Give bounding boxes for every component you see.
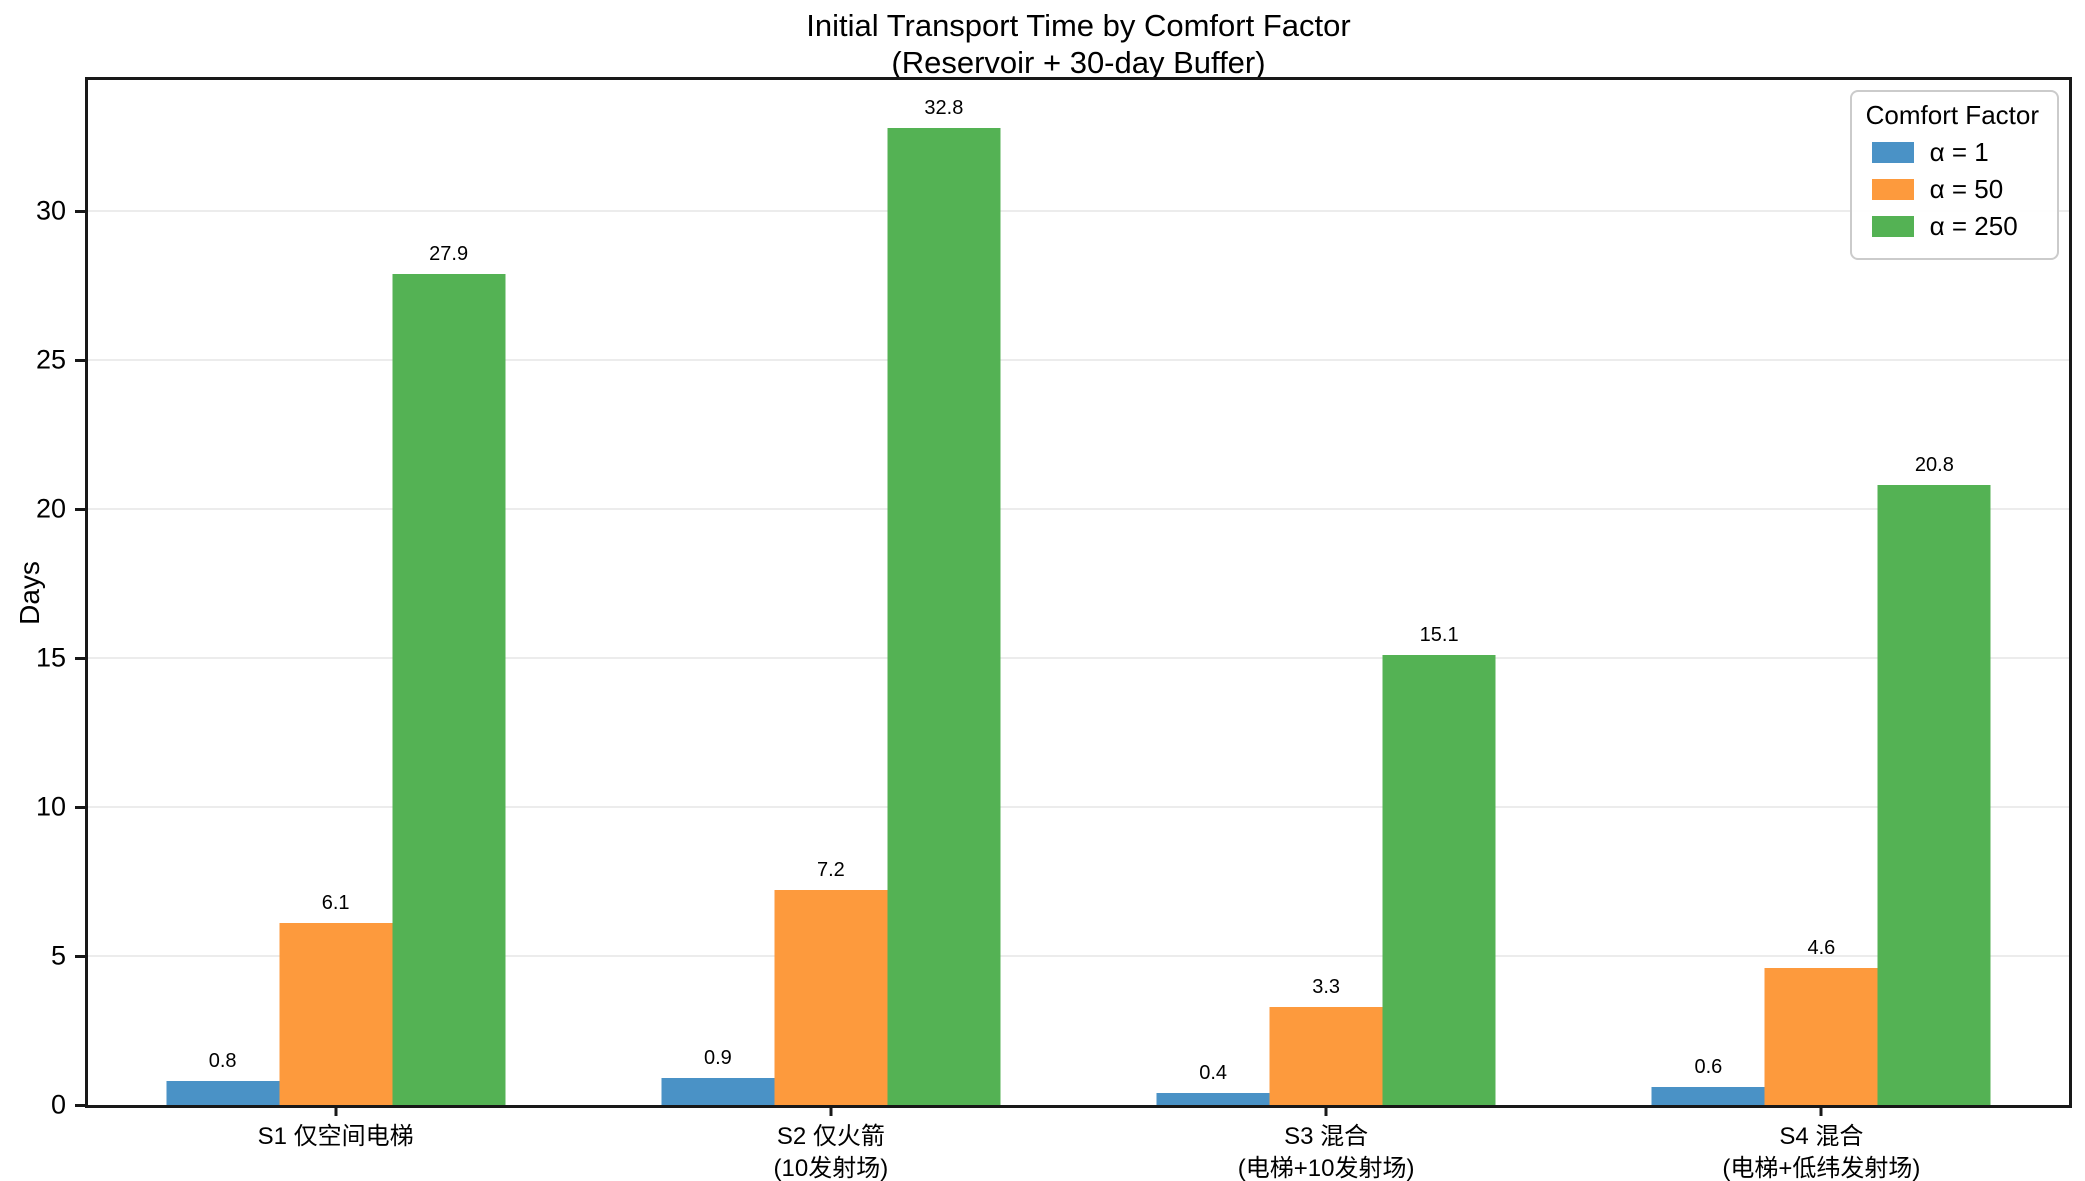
- bar-group-2: 0.9 7.2 32.8 S2 仅火箭 (10发射场): [583, 80, 1078, 1181]
- plot-area: Comfort Factor α = 1 α = 50 α = 250 0 5 10 15…: [36, 77, 2072, 1181]
- legend-entry-3: α = 250: [1871, 211, 2039, 242]
- y-tick-mark-30: [75, 209, 88, 213]
- x-tick-label-2: S2 仅火箭 (10发射场): [774, 1121, 889, 1181]
- chart-title-line1: Initial Transport Time by Comfort Factor: [806, 8, 1351, 43]
- legend-entries: α = 1 α = 50 α = 250: [1866, 137, 2039, 242]
- x-tick-mark-4: [1819, 1105, 1823, 1116]
- bar-α=50-cat2: 7.2: [774, 859, 888, 1105]
- x-tick-mark-3: [1324, 1105, 1328, 1116]
- bar-α=1-cat2: 0.9: [661, 1047, 775, 1105]
- legend-entry-label: α = 50: [1929, 174, 2004, 204]
- legend: Comfort Factor α = 1 α = 50 α = 250: [1849, 90, 2059, 260]
- y-tick-label-20: 20: [35, 493, 66, 524]
- bar-value-label: 3.3: [1312, 975, 1341, 998]
- legend-entry-label: α = 250: [1929, 211, 2018, 241]
- y-tick-mark-20: [75, 507, 88, 511]
- bar-α=250-cat4: 20.8: [1877, 454, 1991, 1105]
- bar-α=1-cat1: 0.8: [166, 1050, 280, 1105]
- bar-value-label: 27.9: [429, 242, 469, 265]
- gridline-30: [88, 210, 2069, 213]
- gridline-25: [88, 359, 2069, 362]
- gridline-20: [88, 508, 2069, 511]
- bar-value-label: 4.6: [1807, 936, 1836, 959]
- y-tick-mark-5: [75, 954, 88, 958]
- y-tick-mark-10: [75, 805, 88, 809]
- bar-row-1: 0.8 6.1 27.9: [166, 80, 506, 1105]
- bar-α=250-cat2: 32.8: [887, 97, 1001, 1105]
- x-tick-label-line: S3 混合: [1284, 1123, 1369, 1150]
- y-tick-mark-15: [75, 656, 88, 660]
- bar-row-4: 0.6 4.6 20.8: [1651, 80, 1991, 1105]
- y-tick-label-25: 25: [35, 344, 66, 375]
- bar-value-label: 32.8: [924, 96, 964, 119]
- bar-value-label: 0.9: [703, 1047, 732, 1070]
- y-tick-label-15: 15: [35, 642, 66, 673]
- legend-swatch-icon: [1871, 179, 1914, 200]
- legend-swatch-icon: [1871, 142, 1914, 163]
- y-tick-label-5: 5: [50, 940, 66, 971]
- y-axis-title: Days: [14, 561, 45, 625]
- bar-group-3: 0.4 3.3 15.1 S3 混合 (电梯+10发射场): [1079, 80, 1574, 1181]
- y-tick-mark-25: [75, 358, 88, 362]
- x-tick-mark-1: [334, 1105, 338, 1116]
- x-tick-label-line: S1 仅空间电梯: [257, 1123, 414, 1150]
- bar-value-label: 0.4: [1199, 1062, 1228, 1085]
- x-tick-label-line: S2 仅火箭: [776, 1123, 885, 1150]
- bar-group-1: 0.8 6.1 27.9 S1 仅空间电梯: [88, 80, 583, 1150]
- bar-row-2: 0.9 7.2 32.8: [661, 80, 1001, 1105]
- chart-title-line2: (Reservoir + 30-day Buffer): [891, 44, 1266, 80]
- y-tick-label-10: 10: [35, 791, 66, 822]
- legend-entry-label: α = 1: [1929, 137, 1989, 167]
- x-tick-label-1: S1 仅空间电梯: [258, 1121, 414, 1153]
- bar-α=1-cat4: 0.6: [1651, 1056, 1765, 1105]
- legend-entry-1: α = 1: [1871, 137, 2039, 168]
- bar-α=1-cat3: 0.4: [1156, 1062, 1270, 1105]
- gridline-10: [88, 806, 2069, 809]
- bar-α=50-cat1: 6.1: [279, 892, 393, 1105]
- chart-title: Initial Transport Time by Comfort Factor…: [85, 8, 2072, 81]
- legend-swatch-icon: [1871, 216, 1914, 237]
- bar-α=50-cat4: 4.6: [1764, 937, 1878, 1105]
- gridline-15: [88, 657, 2069, 660]
- legend-title: Comfort Factor: [1865, 100, 2039, 130]
- y-tick-mark-0: [75, 1103, 88, 1107]
- bar-value-label: 15.1: [1419, 624, 1459, 647]
- bar-α=250-cat3: 15.1: [1382, 624, 1496, 1105]
- legend-entry-2: α = 50: [1871, 174, 2039, 205]
- bar-value-label: 6.1: [321, 892, 350, 915]
- x-tick-label-line: S4 混合: [1779, 1123, 1864, 1150]
- x-tick-label-4: S4 混合 (电梯+低纬发射场): [1722, 1121, 1920, 1181]
- x-tick-label-line: (10发射场): [773, 1155, 889, 1181]
- bar-value-label: 7.2: [816, 859, 845, 882]
- x-tick-label-line: (电梯+低纬发射场): [1722, 1155, 1921, 1181]
- bar-α=50-cat3: 3.3: [1269, 976, 1383, 1105]
- gridline-5: [88, 955, 2069, 958]
- bar-value-label: 20.8: [1914, 454, 1954, 477]
- x-tick-label-3: S3 混合 (电梯+10发射场): [1238, 1121, 1415, 1181]
- bar-value-label: 0.8: [208, 1050, 237, 1073]
- x-tick-mark-2: [829, 1105, 833, 1116]
- bar-α=250-cat1: 27.9: [392, 243, 506, 1105]
- bar-row-3: 0.4 3.3 15.1: [1156, 80, 1496, 1105]
- bar-group-4: 0.6 4.6 20.8 S4 混合 (电梯+低纬发射场): [1574, 80, 2069, 1181]
- bar-value-label: 0.6: [1694, 1056, 1723, 1079]
- y-tick-label-30: 30: [35, 195, 66, 226]
- x-tick-label-line: (电梯+10发射场): [1237, 1155, 1415, 1181]
- y-tick-label-0: 0: [50, 1089, 66, 1120]
